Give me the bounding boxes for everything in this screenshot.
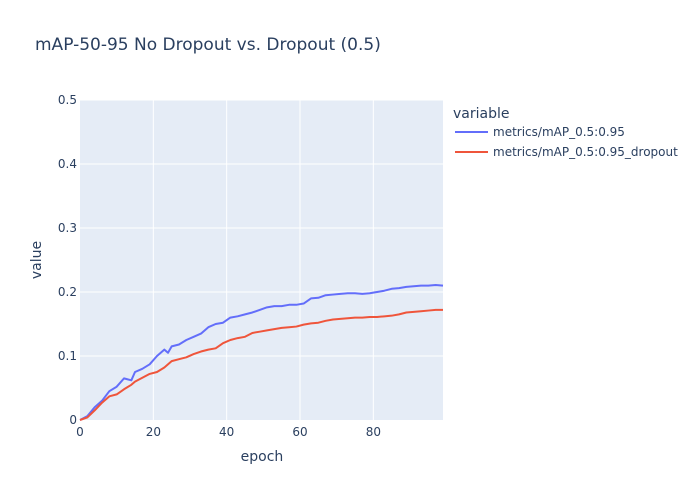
legend[interactable]: variable metrics/mAP_0.5:0.95metrics/mAP… <box>453 106 678 159</box>
x-tick-label: 40 <box>219 425 234 439</box>
legend-item-2[interactable]: metrics/mAP_0.5:0.95_dropout <box>455 145 678 159</box>
y-tick-label: 0.2 <box>58 285 77 299</box>
x-axis-ticks: 0 20 40 60 80 <box>76 425 381 439</box>
legend-title: variable <box>453 106 509 122</box>
x-tick-label: 60 <box>292 425 307 439</box>
y-axis-ticks: 0 0.1 0.2 0.3 0.4 0.5 <box>58 93 77 427</box>
series-lines <box>79 283 444 421</box>
legend-item-1[interactable]: metrics/mAP_0.5:0.95 <box>455 125 625 139</box>
x-tick-label: 80 <box>366 425 381 439</box>
y-tick-label: 0.5 <box>58 93 77 107</box>
x-axis-label: epoch <box>241 449 284 465</box>
x-tick-label: 0 <box>76 425 84 439</box>
y-tick-label: 0 <box>69 413 77 427</box>
legend-items[interactable]: metrics/mAP_0.5:0.95 metrics/mAP_0.5:0.95… <box>455 125 678 159</box>
series-line-1 <box>79 283 444 421</box>
y-axis-label: value <box>29 241 45 279</box>
y-tick-label: 0.1 <box>58 349 77 363</box>
legend-label: metrics/mAP_0.5:0.95 <box>493 125 625 139</box>
x-tick-label: 20 <box>146 425 161 439</box>
y-tick-label: 0.3 <box>58 221 77 235</box>
grid-lines <box>80 99 443 420</box>
plot-area <box>80 100 443 420</box>
chart-title: mAP-50-95 No Dropout vs. Dropout (0.5) <box>35 35 381 55</box>
series-line-2 <box>79 308 443 421</box>
legend-label: metrics/mAP_0.5:0.95_dropout <box>493 145 678 159</box>
y-tick-label: 0.4 <box>58 157 77 171</box>
